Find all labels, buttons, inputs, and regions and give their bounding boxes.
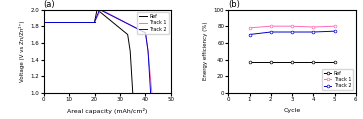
Y-axis label: Energy efficiency (%): Energy efficiency (%): [203, 22, 208, 80]
X-axis label: Areal capacity (mAh/cm²): Areal capacity (mAh/cm²): [67, 108, 147, 114]
Text: (a): (a): [44, 0, 55, 9]
Y-axis label: Voltage (V vs Zn/Zn²⁺): Voltage (V vs Zn/Zn²⁺): [19, 20, 25, 82]
Legend: Ref, Track 1, Track 2: Ref, Track 1, Track 2: [322, 69, 353, 90]
X-axis label: Cycle: Cycle: [284, 108, 301, 113]
Text: (b): (b): [228, 0, 240, 9]
Legend: Ref, Track 1, Track 2: Ref, Track 1, Track 2: [138, 12, 168, 34]
